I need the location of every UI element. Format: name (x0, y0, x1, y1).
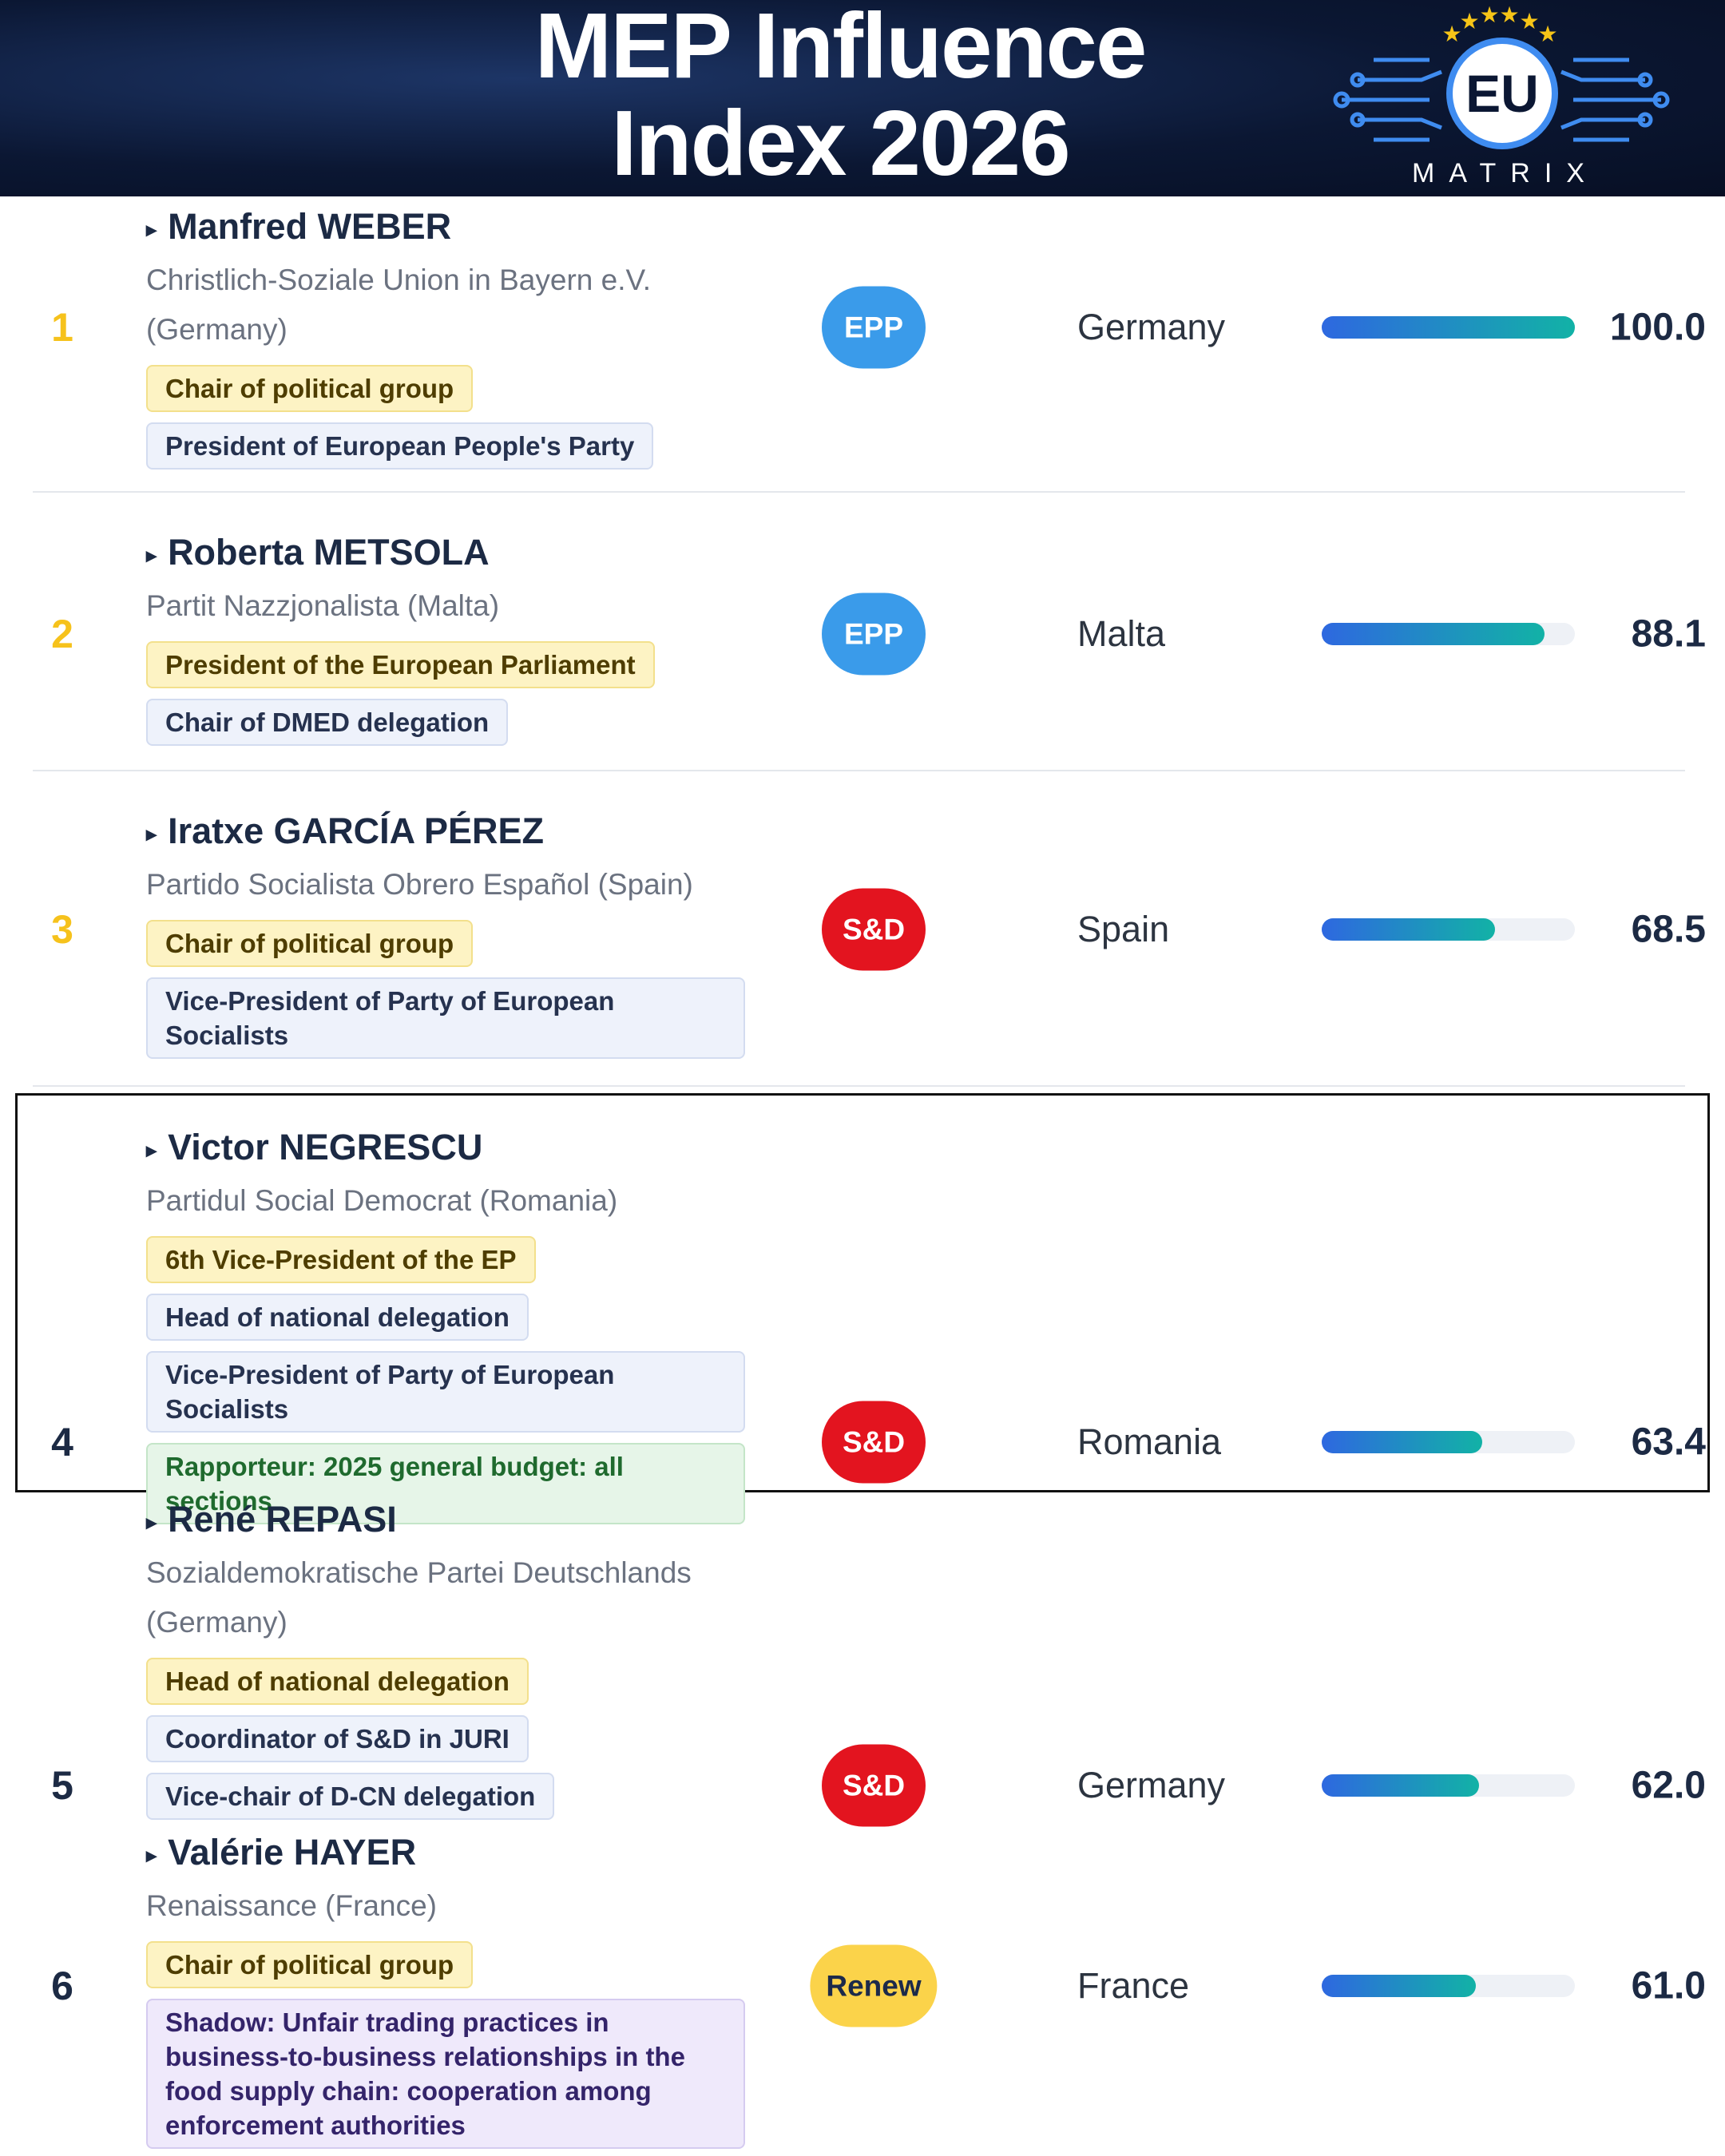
ranking-row: Valérie HAYER Renaissance (France) Chair o… (0, 1832, 1725, 2156)
group-badge: S&D (822, 1401, 926, 1484)
score-track (1322, 1975, 1575, 1997)
mep-name: Manfred WEBER (146, 204, 785, 252)
ranking-row: René REPASI Sozialdemokratische Partei De… (0, 1492, 1725, 1836)
role-tag: President of the European Parliament (146, 641, 655, 689)
score-track (1322, 316, 1575, 339)
role-tag: Chair of political group (146, 365, 474, 413)
country: Malta (1077, 613, 1166, 654)
group-badge: Renew (810, 1944, 938, 2027)
score: 100.0 (1609, 306, 1706, 349)
score-bar (1322, 1774, 1479, 1797)
party-name: Christlich-Soziale Union in Bayern e.V. … (146, 264, 652, 347)
role-tag: Vice-President of Party of European Soci… (146, 977, 745, 1060)
separator (33, 770, 1685, 771)
mep-info: Iratxe GARCÍA PÉREZ Partido Socialista Ob… (146, 808, 785, 1060)
score-track (1322, 623, 1575, 645)
score-bar (1322, 918, 1496, 941)
mep-name: Victor NEGRESCU (146, 1124, 785, 1173)
mep-name: René REPASI (146, 1496, 785, 1545)
score: 61.0 (1631, 1964, 1706, 2007)
rank: 6 (51, 1964, 73, 2008)
score-bar (1322, 316, 1575, 339)
party-name: Partido Socialista Obrero Español (Spain… (146, 868, 693, 902)
country: Romania (1077, 1421, 1222, 1462)
rank: 4 (51, 1420, 73, 1464)
mep-info: Manfred WEBER Christlich-Soziale Union in… (146, 204, 785, 470)
mep-name: Roberta METSOLA (146, 529, 785, 578)
score-track (1322, 918, 1575, 941)
country: Spain (1077, 909, 1170, 949)
ranking-row: Victor NEGRESCU Partidul Social Democrat … (15, 1093, 1710, 1525)
role-tag: Chair of political group (146, 1941, 474, 1989)
group-badge: EPP (822, 593, 926, 676)
country: Germany (1077, 307, 1226, 347)
rank: 2 (51, 612, 73, 656)
score: 62.0 (1631, 1764, 1706, 1807)
role-tag: Vice-chair of D-CN delegation (146, 1773, 555, 1821)
svg-text:★: ★ (1537, 22, 1557, 46)
party-name: Partit Nazzjonalista (Malta) (146, 589, 500, 623)
party-name: Sozialdemokratische Partei Deutschlands … (146, 1556, 692, 1639)
rank: 1 (51, 305, 73, 350)
role-tag: Chair of DMED delegation (146, 699, 509, 747)
group-badge: S&D (822, 1744, 926, 1827)
svg-text:★: ★ (1459, 9, 1479, 34)
rank: 3 (51, 907, 73, 952)
header: MEP Influence Index 2026 ★ ★ ★ ★ ★ ★ EU MATRI… (0, 0, 1725, 196)
logo-text: EU (1465, 64, 1539, 123)
role-tag: President of European People's Party (146, 422, 654, 470)
rank: 5 (51, 1763, 73, 1808)
role-tag: 6th Vice-President of the EP (146, 1236, 536, 1284)
group-badge: EPP (822, 286, 926, 369)
role-tag: Head of national delegation (146, 1658, 529, 1706)
svg-text:★: ★ (1441, 22, 1461, 46)
score-bar (1322, 1431, 1482, 1453)
score: 88.1 (1631, 612, 1706, 656)
group-badge: S&D (822, 888, 926, 971)
role-tag: Shadow: Unfair trading practices in busi… (146, 1999, 745, 2150)
country: France (1077, 1965, 1190, 2006)
score: 63.4 (1631, 1421, 1706, 1464)
ranking-row: Iratxe GARCÍA PÉREZ Partido Socialista Ob… (0, 771, 1725, 1087)
mep-name: Iratxe GARCÍA PÉREZ (146, 808, 785, 857)
party-name: Renaissance (France) (146, 1889, 437, 1923)
mep-info: Roberta METSOLA Partit Nazzjonalista (Mal… (146, 529, 785, 747)
svg-text:★: ★ (1499, 2, 1519, 27)
mep-info: Victor NEGRESCU Partidul Social Democrat … (146, 1124, 785, 1525)
role-tag: Chair of political group (146, 920, 474, 968)
role-tag: Head of national delegation (146, 1294, 529, 1342)
mep-info: Valérie HAYER Renaissance (France) Chair o… (146, 1829, 785, 2150)
country: Germany (1077, 1765, 1226, 1805)
separator (33, 1085, 1685, 1087)
score: 68.5 (1631, 908, 1706, 951)
role-tag: Coordinator of S&D in JURI (146, 1715, 529, 1763)
mep-name: Valérie HAYER (146, 1829, 785, 1878)
role-tag: Vice-President of Party of European Soci… (146, 1351, 745, 1433)
title: MEP Influence Index 2026 (534, 0, 1148, 195)
svg-text:★: ★ (1479, 2, 1499, 27)
score-track (1322, 1431, 1575, 1453)
separator (33, 491, 1685, 493)
ranking-row: Manfred WEBER Christlich-Soziale Union in… (0, 196, 1725, 493)
logo-subtext: MATRIX (1412, 158, 1599, 188)
svg-text:★: ★ (1519, 9, 1539, 34)
score-track (1322, 1774, 1575, 1797)
mep-info: René REPASI Sozialdemokratische Partei De… (146, 1496, 785, 1821)
logo: ★★ ★ ★ ★★ EU MATRIX (1333, 2, 1670, 188)
ranking-row: Roberta METSOLA Partit Nazzjonalista (Mal… (0, 493, 1725, 771)
score-bar (1322, 623, 1545, 645)
party-name: Partidul Social Democrat (Romania) (146, 1184, 618, 1218)
score-bar (1322, 1975, 1477, 1997)
